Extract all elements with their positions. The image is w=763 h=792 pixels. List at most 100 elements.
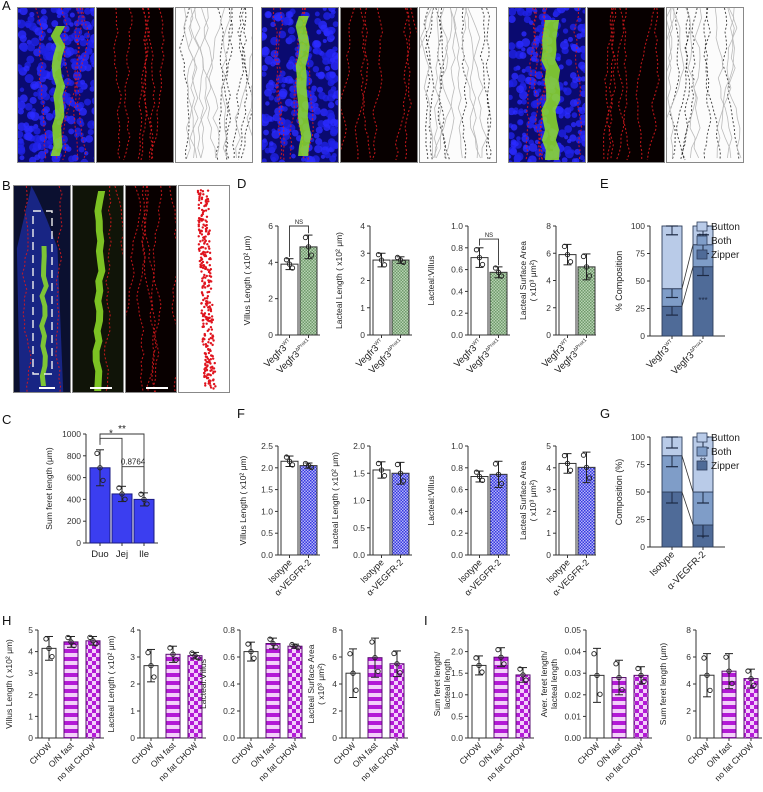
svg-text:5: 5 [546, 441, 551, 451]
svg-text:4: 4 [28, 647, 33, 657]
svg-text:2: 2 [28, 690, 33, 700]
svg-text:2.0: 2.0 [353, 441, 365, 451]
red-micrograph [96, 7, 174, 163]
svg-text:100: 100 [631, 432, 645, 442]
bw-micrograph [666, 7, 744, 163]
svg-text:3: 3 [28, 668, 33, 678]
svg-text:0.0: 0.0 [353, 550, 365, 560]
svg-text:Button: Button [711, 433, 740, 444]
svg-text:4: 4 [268, 257, 273, 267]
svg-text:0.04: 0.04 [564, 647, 581, 657]
svg-text:8: 8 [546, 221, 551, 231]
panel-label-f: F [237, 406, 245, 421]
panel-label-g: G [600, 406, 611, 421]
svg-text:1.0: 1.0 [451, 690, 463, 700]
svg-text:8: 8 [686, 625, 691, 635]
svg-text:1: 1 [546, 528, 551, 538]
panel-label-d: D [237, 176, 247, 191]
svg-text:400: 400 [67, 494, 81, 504]
svg-text:50: 50 [636, 487, 646, 497]
svg-text:2: 2 [332, 706, 337, 716]
svg-text:1.5: 1.5 [451, 668, 463, 678]
red-micrograph [340, 7, 418, 163]
svg-text:0.0: 0.0 [223, 733, 235, 743]
panel-label-i: I [424, 613, 428, 628]
svg-text:2: 2 [268, 294, 273, 304]
svg-text:( x10³ μm²): ( x10³ μm²) [528, 259, 538, 301]
svg-text:Lacteal Surface Area: Lacteal Surface Area [518, 461, 528, 540]
svg-text:Composition (%): Composition (%) [614, 459, 624, 526]
svg-text:6: 6 [332, 652, 337, 662]
svg-text:4: 4 [546, 463, 551, 473]
svg-text:6: 6 [686, 652, 691, 662]
svg-text:1.5: 1.5 [261, 485, 273, 495]
svg-text:75: 75 [636, 249, 646, 259]
svg-text:lacteal length: lacteal length [442, 659, 452, 709]
svg-text:25: 25 [636, 304, 646, 314]
svg-text:Lacteal:Villus: Lacteal:Villus [426, 476, 436, 526]
svg-text:Isotype: Isotype [648, 549, 677, 578]
svg-text:0.0: 0.0 [451, 330, 463, 340]
panel-label-b: B [2, 178, 11, 193]
svg-text:Villus Length ( x10² μm): Villus Length ( x10² μm) [238, 455, 248, 545]
svg-text:1.5: 1.5 [353, 468, 365, 478]
svg-text:3: 3 [360, 248, 365, 258]
svg-text:0: 0 [360, 330, 365, 340]
svg-text:( x10³ μm²): ( x10³ μm²) [316, 663, 326, 705]
panel-label-h: H [2, 613, 12, 628]
svg-text:Button: Button [711, 222, 740, 233]
svg-text:Vegfr3ΔProx1: Vegfr3ΔProx1 [669, 338, 708, 377]
svg-text:4: 4 [686, 679, 691, 689]
svg-text:Duo: Duo [91, 549, 108, 560]
svg-text:2: 2 [686, 706, 691, 716]
svg-text:200: 200 [67, 516, 81, 526]
svg-text:0: 0 [130, 733, 135, 743]
svg-text:0.6: 0.6 [451, 485, 463, 495]
bw-micrograph [419, 7, 497, 163]
svg-text:Lacteal Length ( x10² μm): Lacteal Length ( x10² μm) [330, 452, 340, 549]
panel-label-c: C [2, 412, 12, 427]
svg-text:Both: Both [711, 447, 732, 458]
svg-text:0.2: 0.2 [451, 528, 463, 538]
bred-micrograph [125, 185, 177, 393]
svg-text:0.6: 0.6 [223, 652, 235, 662]
merge-micrograph [508, 7, 586, 163]
merge-micrograph [17, 7, 95, 163]
chart-i2: 0.00 0.01 0.02 0.03 0.04 0.05 Aver. feret leng… [539, 625, 652, 783]
svg-text:1.0: 1.0 [451, 221, 463, 231]
svg-text:Sum feret length (μm): Sum feret length (μm) [44, 447, 54, 530]
svg-text:1.0: 1.0 [353, 496, 365, 506]
svg-text:1: 1 [360, 303, 365, 313]
bmerge-micrograph [13, 185, 71, 393]
svg-text:0.2: 0.2 [451, 308, 463, 318]
svg-text:800: 800 [67, 451, 81, 461]
svg-text:Ile: Ile [139, 549, 149, 560]
svg-text:Lacteal:Villus: Lacteal:Villus [426, 256, 436, 306]
svg-text:4: 4 [130, 625, 135, 635]
svg-text:5: 5 [28, 625, 33, 635]
svg-text:0.02: 0.02 [564, 690, 581, 700]
bgreen-micrograph [72, 185, 124, 393]
svg-text:4: 4 [360, 221, 365, 231]
svg-text:0: 0 [546, 330, 551, 340]
svg-text:0.8: 0.8 [451, 463, 463, 473]
svg-text:2.0: 2.0 [261, 463, 273, 473]
svg-text:2.5: 2.5 [261, 441, 273, 451]
svg-text:Lacteal Surface Area: Lacteal Surface Area [306, 644, 316, 723]
svg-text:1: 1 [130, 706, 135, 716]
svg-text:lacteal length: lacteal length [549, 659, 559, 709]
svg-text:*: * [701, 535, 704, 544]
chart-d3: 0.00.20.40.60.81.0Lacteal:VillusVegfr3WT… [426, 221, 510, 376]
svg-text:0.05: 0.05 [564, 625, 581, 635]
svg-text:1: 1 [28, 711, 33, 721]
svg-text:Zipper: Zipper [711, 250, 740, 261]
svg-text:3: 3 [130, 652, 135, 662]
svg-text:50: 50 [636, 276, 646, 286]
svg-text:2: 2 [546, 303, 551, 313]
